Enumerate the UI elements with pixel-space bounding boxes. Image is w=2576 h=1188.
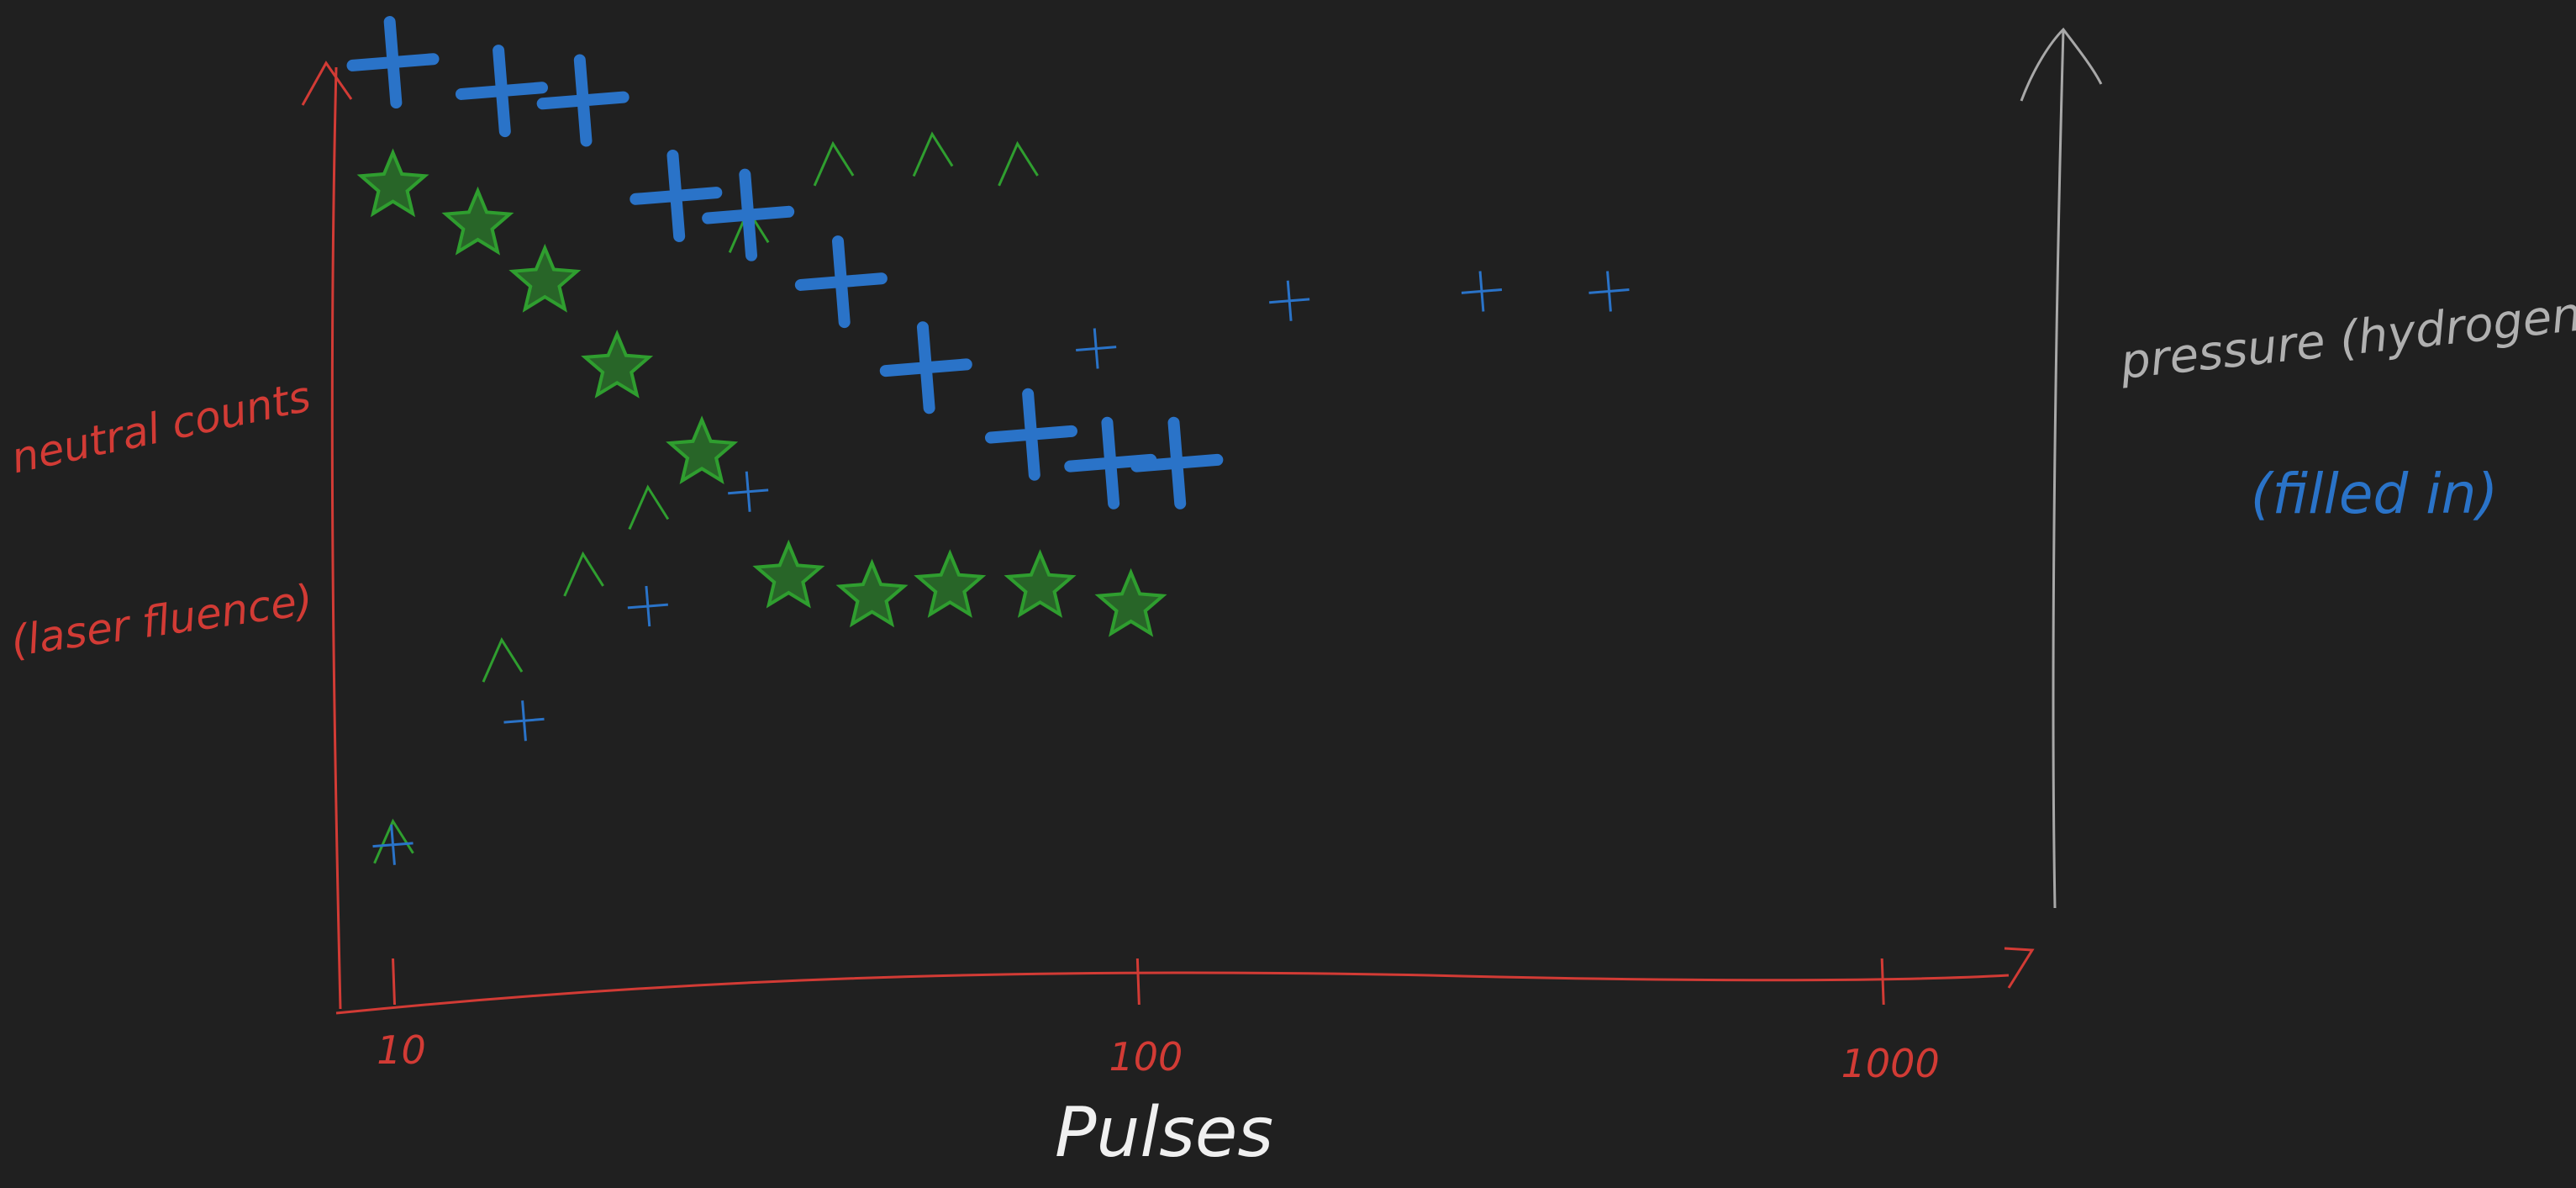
y-axis-label-text: neutral counts	[7, 372, 314, 483]
series1-filled-marker	[581, 330, 654, 399]
x-tick-label: 100	[1109, 1034, 1183, 1080]
series2-filled-marker	[794, 235, 888, 329]
series1-hollow-marker	[998, 140, 1039, 187]
series2-hollow-marker	[1269, 280, 1310, 321]
y2-axis-label-text: pressure (hydrogen)	[2117, 285, 2576, 390]
x-axis-arrow	[2004, 947, 2035, 989]
series1-filled-marker	[666, 415, 739, 485]
series2-filled-marker	[536, 54, 630, 147]
series1-hollow-marker	[628, 484, 670, 531]
series1-hollow-marker	[563, 551, 604, 597]
series2-filled-marker	[346, 16, 440, 109]
series2-filled-marker	[702, 168, 795, 261]
series1-hollow-marker	[912, 131, 954, 177]
y2-axis-arrow	[2020, 27, 2103, 102]
series1-hollow-marker	[482, 636, 524, 683]
x-tick-mark	[1135, 958, 1140, 1006]
series2-filled-marker	[984, 388, 1077, 481]
series2-hollow-marker	[1461, 271, 1503, 312]
series1-filled-marker	[508, 243, 582, 313]
x-axis-label: Pulses	[1055, 1093, 1273, 1173]
series2-filled-marker	[879, 321, 972, 414]
y-axis-label-note: (laser fluence)	[8, 575, 316, 666]
series2-filled-marker	[630, 149, 723, 242]
series1-filled-marker	[1094, 568, 1167, 637]
series2-hollow-marker	[372, 824, 414, 865]
series2-hollow-marker	[728, 471, 769, 512]
series1-filled-marker	[835, 558, 909, 628]
series1-filled-marker	[356, 148, 429, 218]
y2-axis-line	[2052, 29, 2065, 909]
y2-axis-label: pressure (hydrogen) (filled in)	[2117, 285, 2576, 526]
series1-hollow-marker	[813, 140, 855, 187]
y-axis-arrow	[301, 61, 353, 106]
series2-filled-marker	[455, 45, 548, 138]
x-tick-mark	[392, 958, 397, 1006]
series1-filled-marker	[914, 549, 987, 618]
series1-filled-marker	[1004, 549, 1077, 618]
x-tick-label: 1000	[1841, 1041, 1940, 1086]
series2-filled-marker	[1130, 416, 1224, 510]
series1-filled-marker	[441, 186, 514, 256]
x-axis-line	[335, 971, 2010, 1015]
series2-hollow-marker	[627, 585, 668, 627]
x-tick-label: 10	[377, 1027, 426, 1073]
series2-hollow-marker	[1588, 271, 1630, 312]
x-tick-mark	[1880, 958, 1885, 1006]
series2-hollow-marker	[1076, 328, 1117, 369]
y-axis-line	[330, 66, 342, 1010]
y-axis-label: neutral counts (laser fluence)	[7, 372, 315, 666]
y2-axis-label-note: (filled in)	[2251, 462, 2498, 526]
series1-filled-marker	[752, 539, 825, 609]
series2-hollow-marker	[503, 700, 545, 742]
